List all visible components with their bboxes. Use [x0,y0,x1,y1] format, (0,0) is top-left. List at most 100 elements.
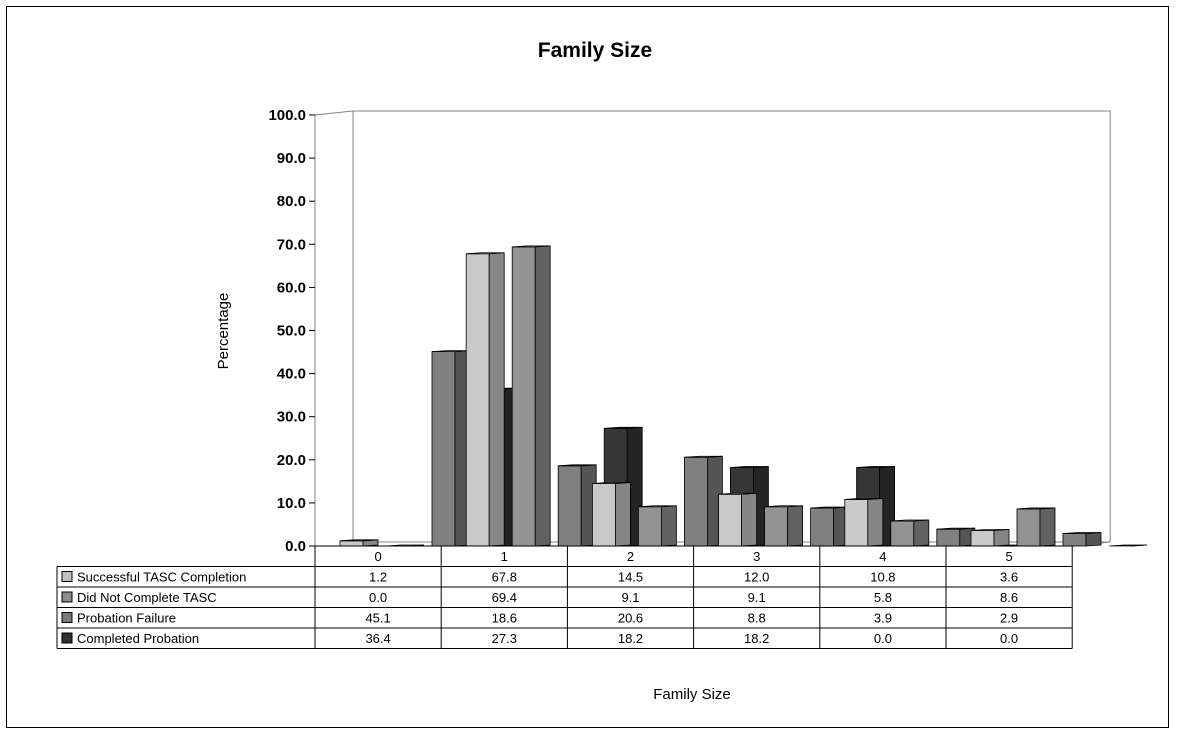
y-tick-label: 20.0 [277,452,306,469]
bar-front [936,528,961,547]
data-cell: 3.6 [1000,570,1018,585]
data-cell: 14.5 [618,570,643,585]
data-cell: 9.1 [748,590,766,605]
bar-front [557,465,582,547]
legend-entry: Did Not Complete TASC [77,590,217,605]
bar-side [1085,532,1102,547]
bar [465,252,505,547]
bar-front [890,520,915,547]
bar [1016,507,1056,547]
bar [638,505,677,547]
bar-top [936,527,975,530]
bar-top [1062,532,1102,534]
bar [684,455,723,547]
bar-front [684,456,708,547]
data-cell: 3.9 [874,611,892,626]
data-cell: 18.2 [744,631,769,646]
category-label: 3 [753,549,760,564]
bar-front [339,540,364,547]
bar-top [604,426,643,429]
category-label: 1 [501,549,508,564]
legend-swatch [61,632,73,644]
bar-top [718,492,757,495]
y-tick-label: 80.0 [277,193,306,210]
bar-front [592,483,616,547]
bar [557,464,597,547]
data-cell: 0.0 [874,631,892,646]
y-tick-label: 50.0 [277,323,306,340]
category-label: 2 [627,549,634,564]
bar-top [466,252,505,255]
bar-top [764,505,803,508]
bar-top [1108,544,1148,547]
bar [339,539,379,547]
bar [936,527,976,547]
y-tick-label: 30.0 [277,409,306,426]
bar-side [993,529,1010,547]
bar-top [512,245,551,248]
bar-side [534,245,551,547]
bar-top [856,466,895,468]
y-tick-label: 40.0 [277,366,306,383]
bar-top [730,466,769,468]
data-cell: 1.2 [369,570,387,585]
bar [1108,544,1148,547]
data-cell: 9.1 [621,590,639,605]
bar-side [787,505,803,547]
bar-side [741,492,757,547]
data-cell: 0.0 [1000,631,1018,646]
data-cell: 27.3 [492,631,517,646]
bar-side [661,505,677,547]
data-cell: 8.6 [1000,590,1018,605]
legend-swatch [61,591,73,603]
y-tick-label: 100.0 [268,107,306,124]
data-cell: 2.9 [1000,611,1018,626]
bar-front [718,493,742,547]
bar-front [431,351,456,547]
bar-front [764,506,788,547]
chart-title: Family Size [538,39,652,62]
y-tick-label: 70.0 [277,236,306,253]
bar-front [638,506,662,547]
bar [890,519,930,547]
legend-swatch [61,612,73,623]
bar-top [970,529,1010,531]
bar [1062,532,1102,547]
bar-top [638,505,677,508]
bar [764,505,803,547]
data-table: 0 1 2 3 4 5 Successful TASC Completion 1.2 67.8 1… [56,546,1073,649]
data-cell: 8.8 [748,611,766,626]
bar [592,482,631,547]
bar-top [890,519,929,522]
bar [718,492,757,547]
data-cell: 67.8 [492,570,517,585]
y-tick-label: 10.0 [277,495,306,512]
data-cell: 69.4 [492,590,517,605]
bar [431,350,471,547]
y-tick-label: 90.0 [277,150,306,167]
bar-top [558,464,597,467]
data-cell: 36.4 [365,631,390,646]
legend-entry: Successful TASC Completion [77,570,246,585]
bar-front [970,530,995,547]
bar-top [592,482,631,484]
legend-entry: Completed Probation [77,631,199,646]
bar [511,245,551,547]
legend-swatch [61,571,73,582]
legend-entry: Probation Failure [77,611,176,626]
bar-front [1062,533,1087,547]
y-tick-label: 0.0 [285,538,306,555]
data-cell: 45.1 [365,611,390,626]
data-cell: 12.0 [744,570,769,585]
data-cell: 10.8 [870,570,895,585]
bar [844,498,884,547]
bar-top [684,455,723,458]
category-label: 5 [1005,549,1012,564]
data-cell: 18.2 [618,631,643,646]
bar-side [615,482,631,547]
plot-area: 0.0 10.0 20.0 30.0 40.0 50.0 60.0 70.0 80.0 90.0 1… [268,107,1148,555]
data-cell: 0.0 [369,590,387,605]
bar-top [339,539,379,542]
bar-front [844,499,869,547]
